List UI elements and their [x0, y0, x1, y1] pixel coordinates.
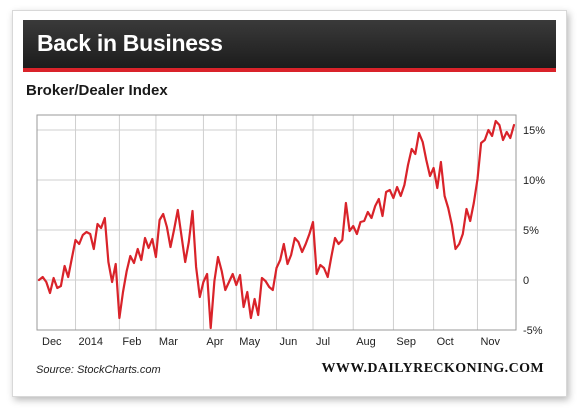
y-tick-label: 0	[523, 275, 529, 287]
x-tick-label: 2014	[79, 336, 103, 348]
y-tick-label: 10%	[523, 175, 545, 187]
x-tick-label: Nov	[480, 336, 500, 348]
x-tick-label: Jun	[280, 336, 298, 348]
chart-title: Broker/Dealer Index	[26, 82, 168, 99]
x-tick-label: Jul	[316, 336, 330, 348]
x-tick-label: Oct	[437, 336, 454, 348]
x-tick-label: Dec	[42, 336, 62, 348]
title-banner: Back in Business	[23, 20, 556, 72]
x-tick-label: Aug	[356, 336, 376, 348]
y-tick-label: -5%	[523, 325, 543, 337]
x-tick-label: Apr	[206, 336, 223, 348]
x-tick-label: Sep	[396, 336, 416, 348]
x-tick-label: Feb	[122, 336, 141, 348]
series-line	[37, 119, 516, 330]
plot-frame	[36, 114, 517, 331]
banner-title: Back in Business	[37, 30, 223, 56]
x-tick-label: May	[239, 336, 260, 348]
y-tick-label: 5%	[523, 225, 539, 237]
y-tick-label: 15%	[523, 125, 545, 137]
brand-url: WWW.DAILYRECKONING.COM	[321, 361, 544, 376]
x-tick-label: Mar	[159, 336, 178, 348]
source-note: Source: StockCharts.com	[36, 364, 161, 376]
